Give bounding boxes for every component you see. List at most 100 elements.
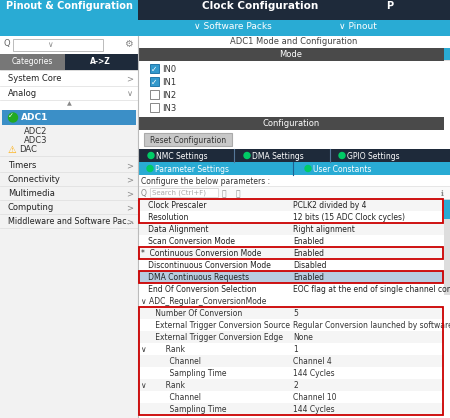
Bar: [138, 343, 444, 355]
Bar: [138, 379, 444, 391]
Bar: [139, 271, 443, 283]
Bar: [444, 199, 450, 219]
Bar: [138, 367, 444, 379]
Bar: [0, 36, 138, 418]
Text: Reset Configuration: Reset Configuration: [150, 136, 226, 145]
Text: ⚙: ⚙: [124, 39, 132, 49]
Text: Parameter Settings: Parameter Settings: [155, 165, 229, 174]
Text: >: >: [126, 203, 134, 212]
Bar: [138, 117, 444, 130]
Bar: [0, 158, 138, 172]
Text: Analog: Analog: [8, 89, 37, 98]
Bar: [150, 188, 218, 197]
Text: A->Z: A->Z: [90, 57, 110, 66]
Bar: [138, 175, 450, 186]
Bar: [138, 223, 444, 235]
Bar: [65, 54, 138, 70]
Text: System Core: System Core: [8, 74, 62, 83]
Text: Channel: Channel: [141, 357, 201, 366]
Bar: [138, 259, 444, 271]
Circle shape: [339, 153, 345, 158]
Text: Scan Conversion Mode: Scan Conversion Mode: [141, 237, 235, 246]
Text: Regular Conversion launched by software: Regular Conversion launched by software: [293, 321, 450, 330]
Circle shape: [305, 166, 311, 171]
Text: Q: Q: [141, 189, 147, 198]
Text: Clock Prescaler: Clock Prescaler: [141, 201, 207, 210]
Text: Enabled: Enabled: [293, 237, 324, 246]
Bar: [150, 77, 159, 86]
Text: Sampling Time: Sampling Time: [141, 369, 226, 378]
Text: PCLK2 divided by 4: PCLK2 divided by 4: [293, 201, 366, 210]
Text: 12 bits (15 ADC Clock cycles): 12 bits (15 ADC Clock cycles): [293, 213, 405, 222]
Bar: [138, 403, 444, 415]
Text: >: >: [126, 217, 134, 226]
Bar: [0, 172, 138, 186]
Text: >: >: [126, 175, 134, 184]
Bar: [150, 90, 159, 99]
Bar: [150, 103, 159, 112]
Text: ✓: ✓: [8, 113, 14, 119]
Bar: [444, 199, 450, 295]
Text: ∨        Rank: ∨ Rank: [141, 381, 185, 390]
Text: ∨ Software Packs: ∨ Software Packs: [194, 22, 272, 31]
Text: Q: Q: [3, 39, 9, 48]
Bar: [138, 36, 450, 48]
Text: End Of Conversion Selection: End Of Conversion Selection: [141, 285, 256, 294]
Text: ▲: ▲: [67, 101, 72, 106]
Text: Disabled: Disabled: [293, 261, 327, 270]
Text: NMC Settings: NMC Settings: [156, 152, 207, 161]
Text: DAC: DAC: [19, 145, 37, 154]
Text: IN3: IN3: [162, 104, 176, 113]
Text: Channel: Channel: [141, 393, 201, 402]
Text: ✓: ✓: [151, 65, 158, 74]
Bar: [138, 391, 444, 403]
Text: >: >: [126, 74, 134, 83]
Text: ⓘ: ⓘ: [222, 189, 226, 198]
Text: Mode: Mode: [279, 50, 302, 59]
Text: ADC3: ADC3: [24, 136, 48, 145]
Bar: [0, 186, 138, 200]
Circle shape: [244, 153, 250, 158]
Text: Right alignment: Right alignment: [293, 225, 355, 234]
Bar: [150, 64, 159, 73]
Bar: [382, 0, 450, 20]
Text: *  Continuous Conversion Mode: * Continuous Conversion Mode: [141, 249, 261, 258]
Text: ∨: ∨: [127, 89, 133, 98]
Bar: [138, 211, 444, 223]
Text: ∨: ∨: [47, 40, 53, 49]
Text: Search (Ctrl+F): Search (Ctrl+F): [152, 189, 206, 196]
Text: ℹ: ℹ: [441, 189, 443, 198]
Bar: [138, 186, 450, 199]
Text: 144 Cycles: 144 Cycles: [293, 369, 335, 378]
Text: Timers: Timers: [8, 161, 36, 170]
Text: Number Of Conversion: Number Of Conversion: [141, 309, 242, 318]
Text: Computing: Computing: [8, 203, 54, 212]
Text: Sampling Time: Sampling Time: [141, 405, 226, 414]
Text: P: P: [386, 1, 393, 11]
Text: External Trigger Conversion Source: External Trigger Conversion Source: [141, 321, 290, 330]
Bar: [0, 0, 138, 20]
Text: ∨        Rank: ∨ Rank: [141, 345, 185, 354]
Bar: [139, 307, 443, 415]
Text: Clock Configuration: Clock Configuration: [202, 1, 318, 11]
Text: EOC flag at the end of single channel conv...: EOC flag at the end of single channel co…: [293, 285, 450, 294]
Text: None: None: [293, 333, 313, 342]
Circle shape: [9, 113, 18, 122]
Bar: [138, 149, 450, 162]
Text: 2: 2: [293, 381, 298, 390]
Text: IN2: IN2: [162, 91, 176, 100]
Text: IN1: IN1: [162, 78, 176, 87]
Bar: [0, 20, 138, 36]
Text: ADC2: ADC2: [24, 127, 47, 136]
Text: ⓘ: ⓘ: [236, 189, 240, 198]
Bar: [0, 200, 138, 214]
Bar: [138, 61, 450, 117]
Circle shape: [148, 153, 154, 158]
Text: 144 Cycles: 144 Cycles: [293, 405, 335, 414]
Bar: [138, 271, 444, 283]
Bar: [138, 235, 444, 247]
Circle shape: [147, 166, 153, 171]
Bar: [138, 319, 444, 331]
Bar: [444, 48, 450, 78]
Text: ADC1: ADC1: [21, 113, 49, 122]
